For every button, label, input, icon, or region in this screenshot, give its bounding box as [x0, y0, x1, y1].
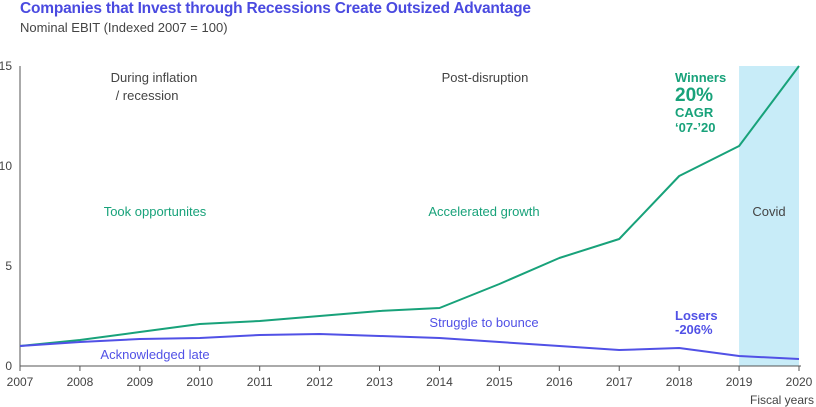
y-tick-label: 0 — [5, 359, 12, 373]
x-tick-label: 2007 — [7, 375, 34, 389]
x-tick-label: 2015 — [486, 375, 513, 389]
annotation-phase2: Post-disruption — [442, 70, 529, 85]
series-line-losers — [19, 333, 800, 360]
x-axis-title: Fiscal years — [750, 393, 814, 407]
annotation-phase1-line1: During inflation — [111, 70, 198, 85]
annotation-late: Acknowledged late — [100, 347, 209, 362]
y-tick-label: 10 — [0, 159, 12, 173]
annotation-winners-label-line: ‘07-’20 — [675, 120, 715, 135]
chart-subtitle: Nominal EBIT (Indexed 2007 = 100) — [20, 20, 228, 35]
y-tick-label: 5 — [5, 259, 12, 273]
x-tick-label: 2019 — [726, 375, 753, 389]
annotation-losers-label-line: Losers — [675, 308, 718, 323]
annotation-struggle: Struggle to bounce — [429, 315, 538, 330]
x-tick-label: 2011 — [247, 375, 273, 389]
x-tick-label: 2014 — [426, 375, 453, 389]
x-tick-label: 2013 — [366, 375, 393, 389]
annotation-losers-label-line: -206% — [675, 322, 713, 337]
covid-band — [739, 66, 799, 366]
x-tick-label: 2010 — [186, 375, 213, 389]
annotation-accel: Accelerated growth — [428, 204, 539, 219]
annotation-winners-label-line: 20% — [675, 85, 713, 106]
chart-title: Companies that Invest through Recessions… — [20, 0, 531, 17]
annotation-winners-label-line: CAGR — [675, 105, 714, 120]
x-tick-label: 2018 — [666, 375, 693, 389]
x-tick-label: 2020 — [786, 375, 813, 389]
x-tick-label: 2008 — [67, 375, 94, 389]
annotation-phase1-line2: / recession — [116, 88, 179, 103]
x-tick-label: 2009 — [126, 375, 153, 389]
x-tick-label: 2016 — [546, 375, 573, 389]
annotation-took: Took opportunites — [104, 204, 207, 219]
annotation-winners-label-line: Winners — [675, 70, 726, 85]
covid-label: Covid — [752, 204, 785, 219]
series-line-winners — [19, 65, 800, 347]
x-tick-label: 2017 — [606, 375, 633, 389]
y-tick-label: 15 — [0, 59, 12, 73]
x-tick-label: 2012 — [306, 375, 333, 389]
